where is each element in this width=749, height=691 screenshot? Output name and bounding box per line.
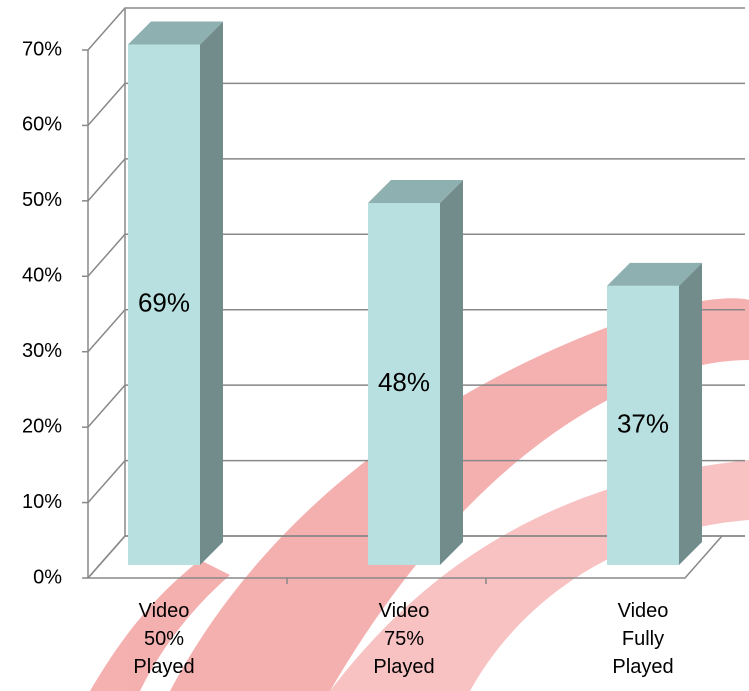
bar xyxy=(128,21,223,566)
y-tick-label: 20% xyxy=(22,415,62,437)
y-tick-label: 30% xyxy=(22,340,62,362)
swoosh xyxy=(90,560,230,691)
bar-top xyxy=(607,262,702,286)
bar xyxy=(607,262,702,565)
bar xyxy=(368,179,463,565)
x-tick-label: Video 50% Played xyxy=(133,600,195,678)
grid-line xyxy=(87,7,745,51)
bar xyxy=(128,44,200,566)
front-axis xyxy=(87,50,723,579)
grid-line xyxy=(87,459,745,504)
bar xyxy=(368,202,440,565)
x-tick-label: Video Fully Played xyxy=(612,600,674,678)
bar-top xyxy=(128,21,223,45)
bar xyxy=(607,285,679,565)
value-label: 48% xyxy=(378,367,430,397)
bar-side xyxy=(200,21,223,566)
x-tick-label: Video 75% Played xyxy=(373,600,435,678)
grid-line xyxy=(87,82,745,126)
y-tick-label: 0% xyxy=(33,566,62,588)
bar-top xyxy=(368,179,463,203)
grid-line xyxy=(87,384,745,428)
bar-side xyxy=(679,262,702,565)
bar-side xyxy=(440,179,463,565)
y-tick-label: 60% xyxy=(22,114,62,136)
grid-line xyxy=(87,233,745,277)
y-tick-label: 70% xyxy=(22,38,62,60)
grid-line xyxy=(87,158,745,202)
value-label: 37% xyxy=(617,408,669,438)
y-tick-label: 10% xyxy=(22,491,62,513)
grid-line xyxy=(87,535,745,579)
grid-line xyxy=(87,308,745,353)
value-label: 69% xyxy=(138,288,190,318)
y-tick-label: 40% xyxy=(22,265,62,287)
y-tick-label: 50% xyxy=(22,189,62,211)
